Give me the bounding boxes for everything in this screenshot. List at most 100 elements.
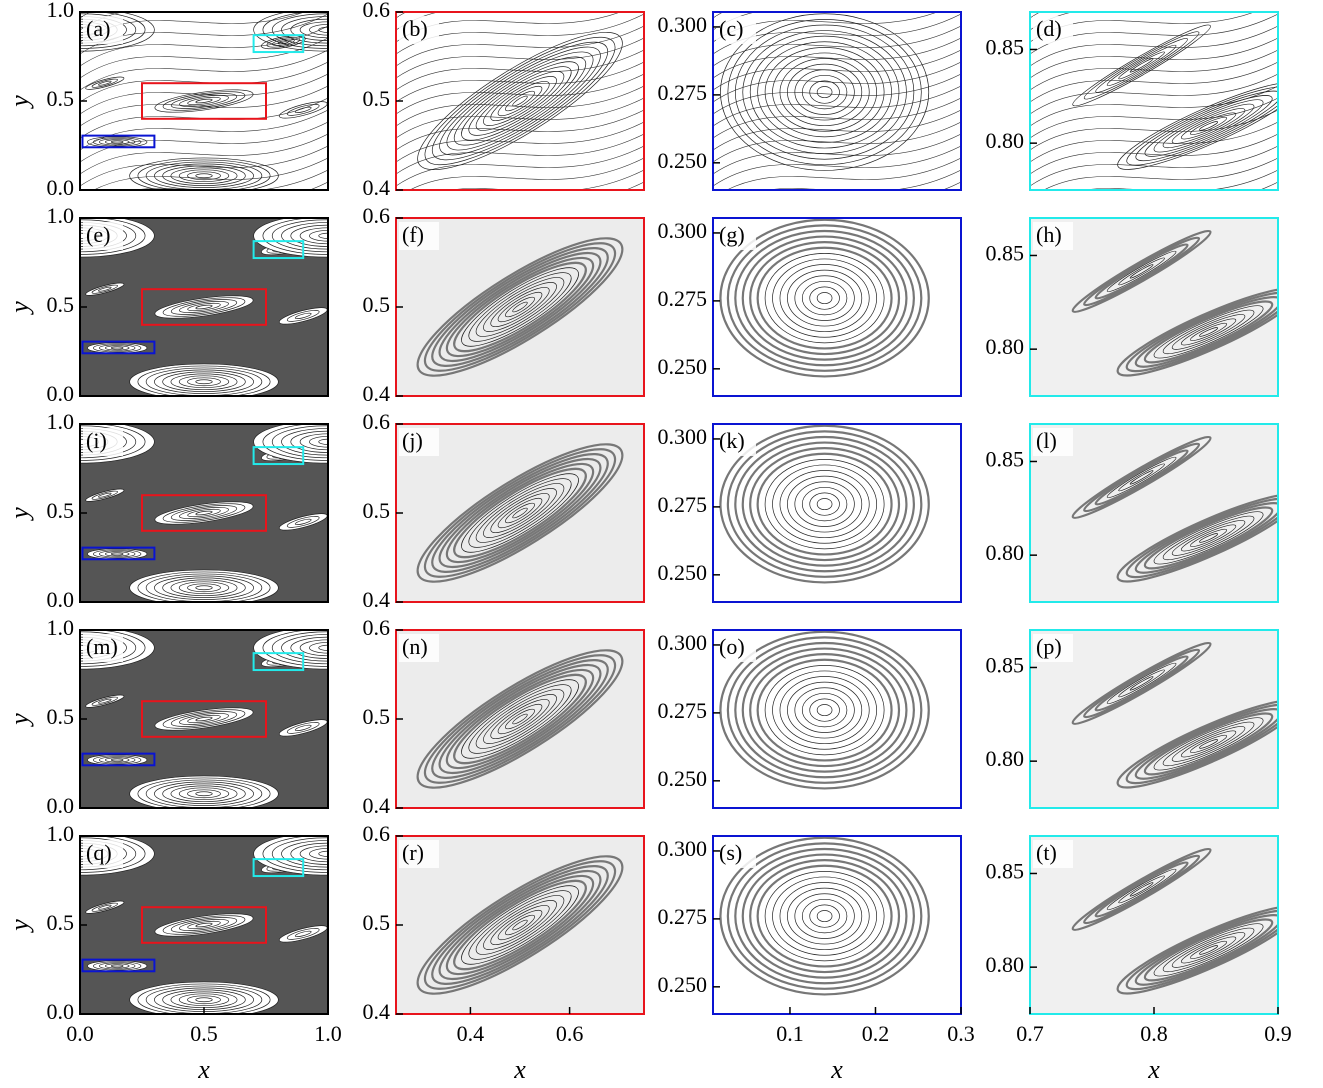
- orbit: [1135, 90, 1278, 162]
- streamline: [713, 61, 961, 103]
- orbit: [80, 634, 127, 662]
- y-tick-label: 0.80: [986, 128, 1025, 153]
- orbit: [453, 673, 587, 765]
- y-tick-label: 0.0: [47, 381, 75, 406]
- y-tick-label: 0.300: [658, 218, 708, 243]
- x-tick-label: 0.6: [556, 1021, 584, 1046]
- orbit: [80, 630, 155, 670]
- orbit: [1071, 435, 1212, 519]
- orbit: [816, 910, 833, 923]
- orbit: [170, 505, 238, 521]
- orbit: [179, 301, 229, 313]
- y-tick-label: 0.80: [986, 334, 1025, 359]
- panel-label-box: [1033, 16, 1073, 44]
- panel-label: (q): [86, 840, 112, 865]
- orbit: [505, 502, 535, 524]
- panel-frame: [1029, 217, 1279, 397]
- orbit: [137, 777, 271, 808]
- orbit: [1190, 528, 1228, 547]
- y-tick-label: 1.0: [47, 0, 75, 22]
- orbit: [1116, 905, 1278, 995]
- orbit: [1180, 112, 1237, 140]
- y-axis-label: y: [5, 919, 34, 934]
- y-axis-label: y: [5, 301, 34, 316]
- panel: (l) 0.80 0.85: [986, 423, 1279, 603]
- orbit: [787, 269, 863, 327]
- y-tick-label: 0.0: [47, 587, 75, 612]
- y-tick-label: 0.4: [363, 381, 391, 406]
- orbit: [80, 424, 146, 461]
- orbit: [80, 218, 146, 255]
- orbit: [179, 713, 229, 725]
- y-tick-label: 1.0: [47, 821, 75, 846]
- streamline: [396, 97, 644, 139]
- orbit: [1134, 708, 1278, 780]
- orbit: [85, 900, 125, 914]
- orbit: [91, 284, 118, 294]
- x-tick-label: 0.5: [190, 1021, 218, 1046]
- orbit: [1199, 945, 1219, 955]
- orbit: [727, 19, 922, 166]
- orbit: [187, 583, 221, 593]
- orbit: [137, 571, 271, 602]
- orbit: [98, 550, 136, 558]
- orbit: [475, 689, 565, 749]
- orbit: [187, 714, 221, 724]
- orbit: [497, 497, 543, 529]
- streamline: [1030, 73, 1278, 115]
- orbit: [468, 684, 572, 754]
- panel: (t) 0.80 0.85 0.7 0.8 0.9 x: [986, 835, 1292, 1084]
- panel-label-box: [399, 428, 439, 456]
- orbit: [162, 709, 246, 729]
- orbit: [461, 885, 579, 965]
- orbit: [734, 641, 915, 779]
- orbit: [726, 842, 923, 990]
- orbit: [93, 961, 142, 971]
- panel-label: (t): [1036, 840, 1057, 865]
- panel: (h) 0.80 0.85: [986, 217, 1279, 397]
- orbit: [253, 630, 328, 670]
- zoom-region: [81, 752, 156, 767]
- orbit: [1106, 250, 1177, 292]
- orbit: [104, 757, 130, 763]
- panel-label-box: [1033, 222, 1073, 250]
- orbit: [1125, 291, 1278, 373]
- orbit: [179, 919, 229, 931]
- orbit: [1125, 909, 1278, 991]
- island: [87, 548, 147, 560]
- y-tick-label: 0.80: [986, 746, 1025, 771]
- panel: (n) 0.4 0.5 0.6: [363, 615, 645, 818]
- orbit: [318, 438, 328, 445]
- orbit: [281, 222, 328, 250]
- orbit: [299, 21, 328, 39]
- orbit: [483, 282, 557, 332]
- island: [154, 501, 254, 525]
- orbit: [85, 76, 125, 90]
- orbit: [170, 373, 238, 391]
- zoom-region: [252, 446, 305, 466]
- orbit: [80, 219, 137, 253]
- orbit: [80, 424, 155, 464]
- orbit: [809, 286, 840, 310]
- orbit: [483, 900, 557, 950]
- streamline: [396, 145, 644, 187]
- orbit: [170, 299, 238, 315]
- panel-label-box: [399, 222, 439, 250]
- panel-label-box: [83, 634, 123, 662]
- orbit: [787, 63, 863, 121]
- orbit: [80, 428, 127, 456]
- orbit: [816, 498, 833, 511]
- orbit: [809, 904, 840, 928]
- orbit: [80, 836, 155, 876]
- island: [87, 754, 147, 766]
- zoom-region: [81, 340, 156, 355]
- orbit: [98, 344, 136, 352]
- panel-content: [713, 424, 961, 602]
- orbit: [1199, 121, 1219, 131]
- orbit: [794, 687, 855, 733]
- orbit: [195, 510, 213, 516]
- orbit: [431, 453, 609, 573]
- orbit: [749, 35, 900, 149]
- orbit: [271, 425, 328, 459]
- orbit: [756, 246, 893, 350]
